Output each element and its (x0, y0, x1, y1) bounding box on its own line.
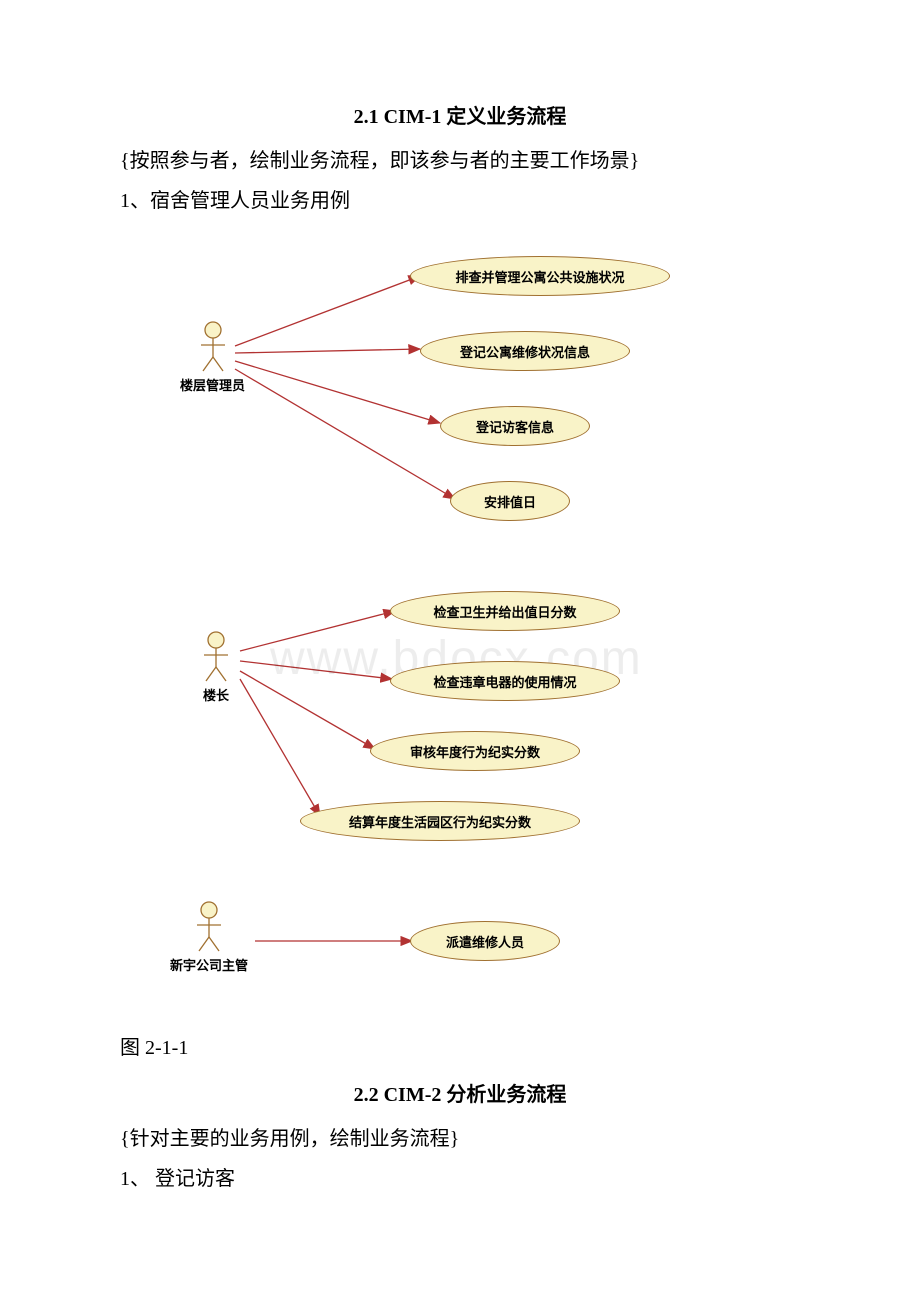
usecase-label: 登记公寓维修状况信息 (460, 342, 590, 361)
section-2-heading: 2.2 CIM-2 分析业务流程 (120, 1078, 800, 1107)
edge-line (240, 611, 395, 651)
usecase-label: 登记访客信息 (476, 417, 554, 436)
actor-label: 楼长 (200, 685, 232, 704)
usecase-label: 派遣维修人员 (446, 932, 524, 951)
section-1-intro: {按照参与者，绘制业务流程，即该参与者的主要工作场景} (120, 141, 800, 181)
actor-label: 楼层管理员 (180, 375, 245, 394)
usecase-arrange-duty: 安排值日 (450, 481, 570, 521)
actor-building-head: 楼长 (200, 631, 232, 704)
usecase-inspect-facilities: 排查并管理公寓公共设施状况 (410, 256, 670, 296)
edge-line (235, 369, 455, 499)
usecase-review-score: 审核年度行为纪实分数 (370, 731, 580, 771)
edge-line (235, 349, 420, 353)
section-1-heading: 2.1 CIM-1 定义业务流程 (120, 100, 800, 129)
actor-label: 新宇公司主管 (170, 955, 248, 974)
usecase-dispatch-repair: 派遣维修人员 (410, 921, 560, 961)
figure-caption: 图 2-1-1 (120, 1031, 800, 1060)
section-2-item: 1、 登记访客 (120, 1159, 800, 1199)
edge-line (235, 361, 440, 423)
edge-line (235, 276, 420, 346)
usecase-label: 结算年度生活园区行为纪实分数 (349, 812, 531, 831)
edge-line (240, 671, 375, 749)
use-case-diagram: www.bdocx.com 楼层管理员 楼长 (120, 241, 800, 1021)
actor-icon (193, 901, 225, 953)
edge-line (240, 661, 392, 679)
actor-icon (197, 321, 229, 373)
usecase-label: 检查违章电器的使用情况 (433, 672, 576, 691)
usecase-register-maintenance: 登记公寓维修状况信息 (420, 331, 630, 371)
section-2-intro: {针对主要的业务用例，绘制业务流程} (120, 1119, 800, 1159)
usecase-label: 检查卫生并给出值日分数 (433, 602, 576, 621)
section-1-item: 1、宿舍管理人员业务用例 (120, 181, 800, 221)
edge-line (240, 679, 320, 816)
actor-icon (200, 631, 232, 683)
usecase-label: 安排值日 (484, 492, 536, 511)
actor-floor-manager: 楼层管理员 (180, 321, 245, 394)
usecase-register-visitor: 登记访客信息 (440, 406, 590, 446)
usecase-check-hygiene: 检查卫生并给出值日分数 (390, 591, 620, 631)
usecase-label: 排查并管理公寓公共设施状况 (455, 267, 624, 286)
actor-company-supervisor: 新宇公司主管 (170, 901, 248, 974)
usecase-settle-score: 结算年度生活园区行为纪实分数 (300, 801, 580, 841)
usecase-label: 审核年度行为纪实分数 (410, 742, 540, 761)
usecase-check-appliances: 检查违章电器的使用情况 (390, 661, 620, 701)
